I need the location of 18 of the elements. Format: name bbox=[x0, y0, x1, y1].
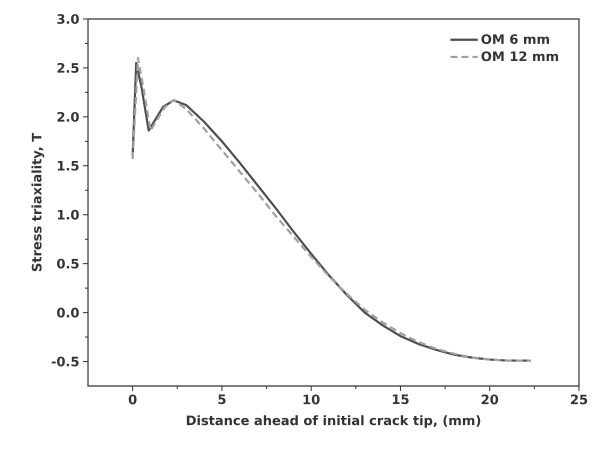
y-tick-label: -0.5 bbox=[52, 356, 79, 366]
x-tick-label: 20 bbox=[482, 394, 498, 404]
y-tick-label: 3.0 bbox=[57, 14, 79, 24]
legend-label: OM 6 mm bbox=[481, 34, 549, 44]
y-tick-label: 0.5 bbox=[57, 258, 79, 269]
y-tick-label: 2.5 bbox=[57, 63, 79, 73]
legend-label: OM 12 mm bbox=[481, 51, 558, 62]
x-tick-label: 10 bbox=[304, 394, 320, 404]
x-tick-label: 0 bbox=[128, 394, 137, 404]
y-axis-title: Stress triaxiality, T bbox=[32, 132, 44, 272]
y-tick-label: 2.0 bbox=[57, 112, 79, 122]
y-tick-label: 0.0 bbox=[57, 308, 79, 318]
y-tick-label: 1.0 bbox=[58, 210, 79, 220]
x-tick-label: 25 bbox=[570, 394, 588, 404]
y-tick-label: 1.5 bbox=[58, 160, 79, 171]
x-tick-label: 15 bbox=[392, 394, 409, 404]
x-axis-title: Distance ahead of initial crack tip, (mm) bbox=[186, 415, 480, 428]
x-tick-label: 5 bbox=[218, 394, 226, 404]
